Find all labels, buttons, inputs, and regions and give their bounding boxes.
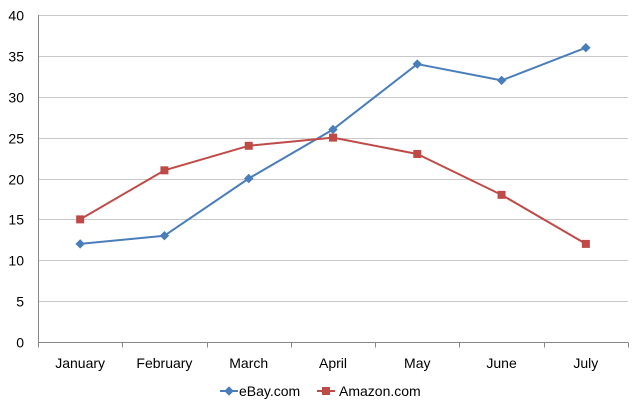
- y-tick-label: 30: [8, 90, 24, 106]
- legend: eBay.com Amazon.com: [220, 383, 421, 399]
- data-point: [497, 190, 506, 199]
- data-point: [160, 166, 169, 175]
- data-point: [496, 75, 507, 86]
- series-line: [80, 46, 587, 245]
- data-point: [412, 59, 422, 69]
- data-point: [76, 215, 85, 224]
- x-tick-label: April: [319, 355, 347, 371]
- x-tick-label: June: [486, 355, 517, 371]
- y-tick-label: 15: [8, 212, 24, 228]
- legend-marker: [224, 386, 234, 396]
- x-tick-label: January: [55, 355, 105, 371]
- data-point: [329, 133, 337, 142]
- data-point: [581, 42, 591, 53]
- x-tick-labels: January February March April May June July: [55, 355, 598, 371]
- series-amazon: [76, 133, 590, 248]
- legend-marker: [322, 387, 330, 395]
- x-tick-label: July: [573, 355, 598, 371]
- x-tick-label: May: [404, 355, 430, 371]
- y-tick-label: 25: [8, 131, 24, 147]
- y-tick-labels: 0 5 10 15 20 25 30 35 40: [8, 8, 24, 351]
- data-point: [159, 231, 170, 241]
- data-point: [581, 239, 590, 248]
- y-tick-label: 35: [8, 49, 24, 65]
- axes: [38, 15, 629, 348]
- legend-item: Amazon.com: [317, 383, 421, 399]
- x-tick-label: February: [136, 355, 192, 371]
- series-ebay: [75, 42, 591, 249]
- legend-item: eBay.com: [220, 383, 300, 399]
- legend-label: Amazon.com: [339, 383, 421, 399]
- x-tick-label: March: [229, 355, 268, 371]
- y-tick-label: 40: [8, 8, 24, 24]
- y-tick-label: 20: [8, 172, 24, 188]
- series: [75, 42, 591, 249]
- y-tick-label: 0: [16, 335, 24, 351]
- data-point: [75, 239, 85, 249]
- series-line: [79, 136, 587, 245]
- data-point: [244, 173, 254, 184]
- data-point: [328, 124, 338, 135]
- y-tick-label: 5: [16, 294, 24, 310]
- legend-label: eBay.com: [239, 383, 300, 399]
- gridlines: [38, 15, 628, 302]
- data-point: [244, 141, 253, 150]
- y-tick-label: 10: [8, 253, 24, 269]
- data-point: [413, 149, 422, 158]
